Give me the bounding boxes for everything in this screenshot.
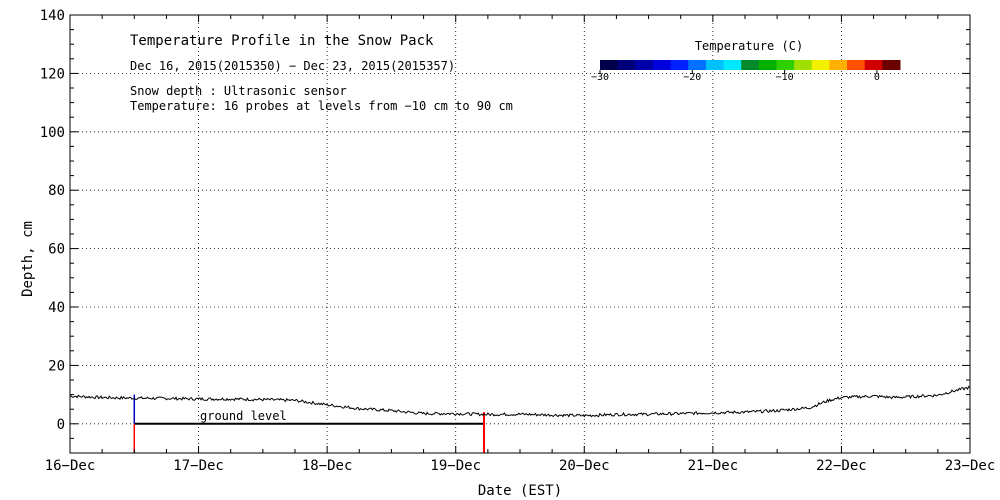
legend-swatch — [688, 60, 707, 70]
legend-swatch — [829, 60, 848, 70]
x-tick-label: 22−Dec — [816, 458, 867, 474]
legend-swatch — [617, 60, 636, 70]
legend-swatch — [741, 60, 760, 70]
y-tick-label: 100 — [40, 125, 65, 141]
legend-swatch — [864, 60, 883, 70]
legend-swatch — [776, 60, 795, 70]
y-tick-label: 140 — [40, 8, 65, 24]
legend-swatch — [882, 60, 901, 70]
plot-area — [70, 15, 970, 453]
y-axis-label: Depth, cm — [20, 221, 36, 297]
x-tick-label: 16−Dec — [45, 458, 96, 474]
legend-swatch — [794, 60, 813, 70]
x-tick-label: 20−Dec — [559, 458, 610, 474]
y-axis: 0 20 40 60 80 100 120 140 — [40, 8, 970, 454]
y-tick-label: 40 — [48, 300, 65, 316]
chart-title: Temperature Profile in the Snow Pack — [130, 33, 434, 49]
x-tick-label: 17−Dec — [173, 458, 224, 474]
legend-title: Temperature (C) — [695, 39, 803, 53]
note-temperature: Temperature: 16 probes at levels from −1… — [130, 99, 513, 113]
legend-swatch — [811, 60, 830, 70]
legend-swatch — [635, 60, 654, 70]
y-tick-label: 60 — [48, 242, 65, 258]
x-tick-label: 23−Dec — [945, 458, 996, 474]
legend: Temperature (C) −30 −20 −10 0 — [591, 39, 901, 83]
ground-level — [133, 394, 485, 453]
legend-tick-label: 0 — [874, 72, 880, 83]
legend-swatch — [758, 60, 777, 70]
legend-ticks: −30 −20 −10 0 — [591, 70, 880, 83]
x-tick-label: 19−Dec — [430, 458, 481, 474]
legend-swatches — [600, 60, 901, 70]
x-tick-label: 21−Dec — [688, 458, 739, 474]
series-line — [69, 385, 971, 418]
legend-swatch — [847, 60, 866, 70]
chart-subtitle: Dec 16, 2015(2015350) − Dec 23, 2015(201… — [130, 59, 455, 73]
series-layer — [69, 385, 971, 418]
y-tick-label: 20 — [48, 358, 65, 374]
legend-tick-label: −20 — [683, 72, 701, 83]
legend-swatch — [652, 60, 672, 70]
note-snow-depth: Snow depth : Ultrasonic sensor — [130, 84, 347, 98]
legend-swatch — [600, 60, 619, 70]
y-tick-label: 0 — [57, 417, 65, 433]
ground-level-label: ground level — [200, 409, 287, 423]
legend-swatch — [723, 60, 742, 70]
x-tick-label: 18−Dec — [302, 458, 353, 474]
y-tick-label: 120 — [40, 66, 65, 82]
x-axis: 16−Dec 17−Dec 18−Dec 19−Dec 20−Dec 21−Dec 22−D… — [45, 15, 996, 474]
y-tick-label: 80 — [48, 183, 65, 199]
legend-swatch — [670, 60, 689, 70]
legend-tick-label: −30 — [591, 72, 609, 83]
legend-swatch — [705, 60, 725, 70]
legend-tick-label: −10 — [776, 72, 794, 83]
x-axis-label: Date (EST) — [478, 483, 562, 499]
